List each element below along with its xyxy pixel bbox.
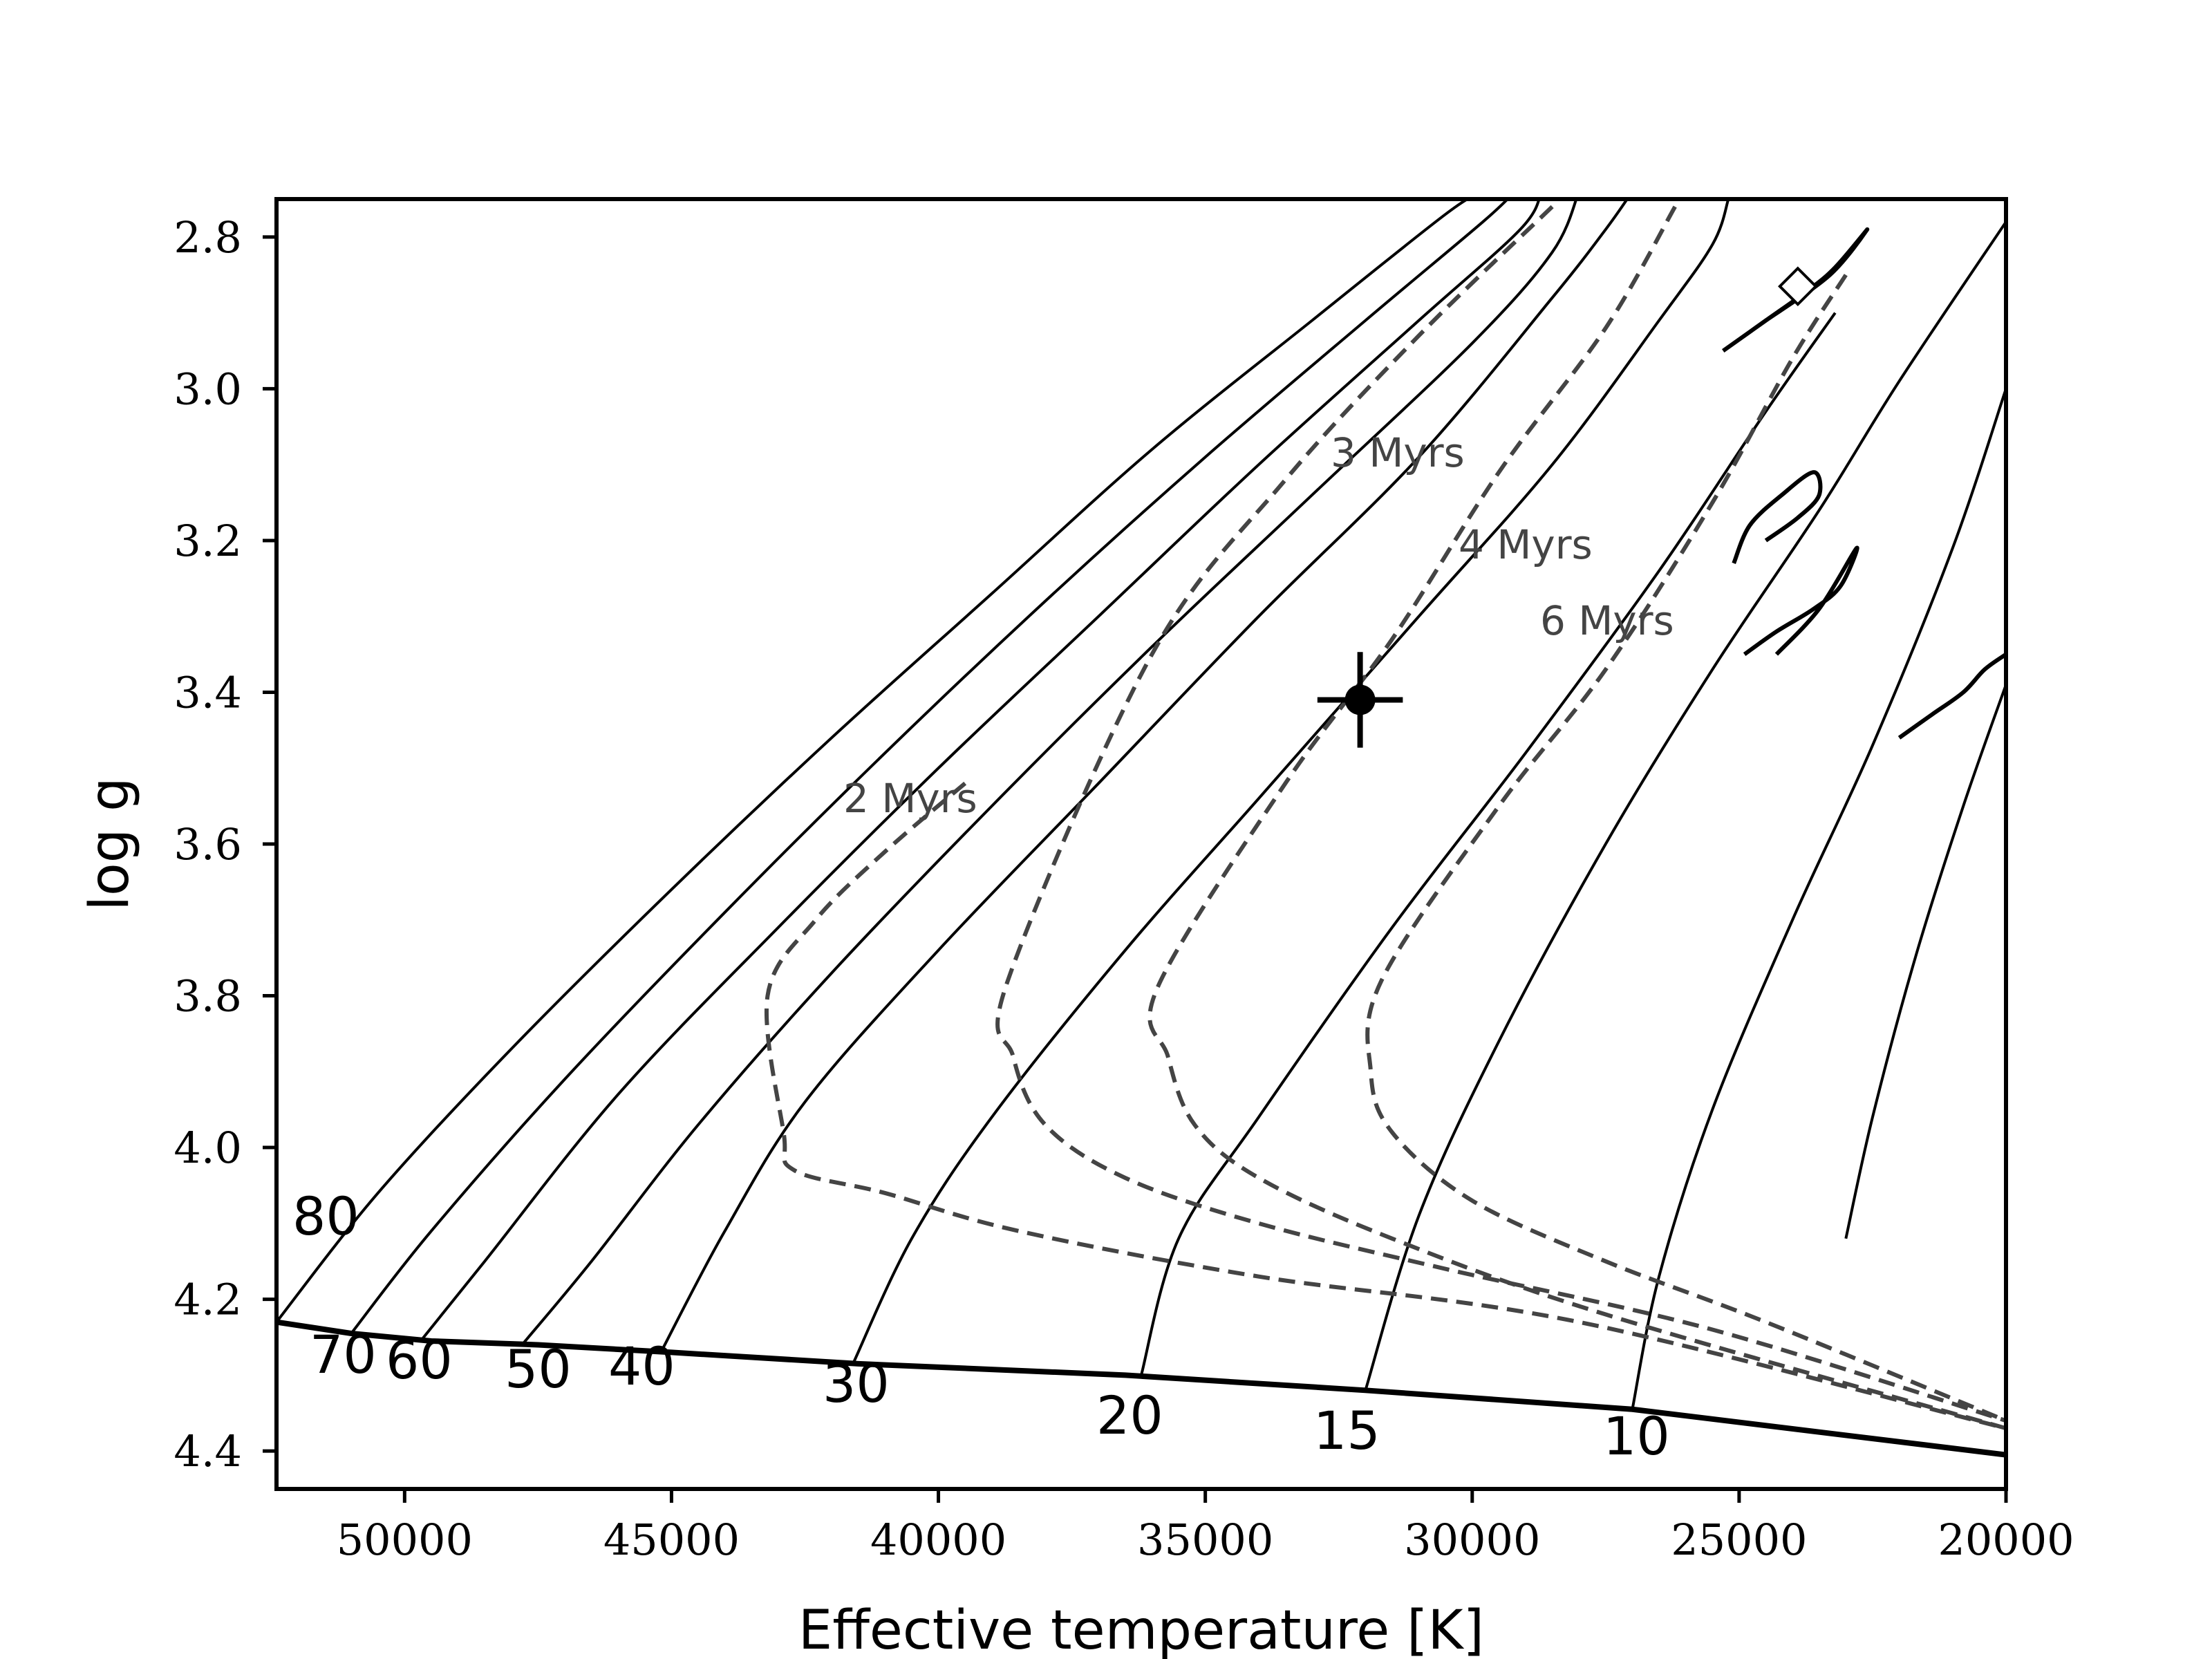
track-60-msun: [419, 199, 1541, 1342]
y-tick-label-4.0: 4.0: [174, 1123, 242, 1173]
x-tick-label-45000: 45000: [603, 1515, 740, 1565]
track-30-msun: [852, 199, 1730, 1365]
track-10-msun: [1631, 388, 2006, 1410]
y-tick-label-3.4: 3.4: [174, 667, 242, 718]
mass-label-10: 10: [1603, 1405, 1670, 1467]
blue-loop-1: [1721, 227, 1870, 353]
y-axis-label: log g: [79, 777, 141, 910]
isochrone-4-myrs: [1147, 205, 2006, 1431]
isochrone-label-4-myrs: 4 Myrs: [1459, 521, 1593, 568]
mass-label-60: 60: [386, 1329, 453, 1391]
isochrone-label-2-myrs: 2 Myrs: [843, 775, 977, 822]
y-tick-label-3.6: 3.6: [174, 819, 242, 870]
zams-line: [276, 1319, 2006, 1458]
isochrone-label-6-myrs: 6 Myrs: [1540, 597, 1674, 644]
x-axis-label: Effective temperature [K]: [798, 1600, 1484, 1659]
plot-frame: [274, 197, 2008, 1491]
curve-labels: 80 70 60 50 40 30 20 15 10 2 Myrs 3 Myrs 4 Myrs 6 My…: [292, 429, 1674, 1467]
y-tick-label-2.8: 2.8: [174, 212, 242, 263]
x-axis-ticks: 50000 45000 40000 35000 30000 25000 20000: [337, 1489, 2074, 1565]
mass-label-15: 15: [1313, 1400, 1380, 1461]
track-50-msun: [521, 199, 1578, 1346]
track-15-msun: [1364, 221, 2006, 1391]
y-tick-label-4.2: 4.2: [174, 1275, 242, 1325]
y-tick-label-3.8: 3.8: [174, 971, 242, 1022]
plot-body: [276, 199, 2006, 1458]
mass-label-50: 50: [505, 1338, 572, 1400]
y-tick-label-3.2: 3.2: [174, 516, 242, 566]
mass-label-20: 20: [1096, 1385, 1163, 1446]
blue-loop-4: [1897, 653, 2006, 740]
x-tick-label-30000: 30000: [1404, 1515, 1540, 1565]
x-tick-label-50000: 50000: [337, 1515, 473, 1565]
mass-label-70: 70: [310, 1324, 377, 1385]
blue-loop-2: [1732, 470, 1823, 565]
x-tick-label-35000: 35000: [1137, 1515, 1273, 1565]
track-40-msun: [659, 199, 1629, 1353]
track-extra-9: [1844, 684, 2006, 1239]
x-tick-label-20000: 20000: [1938, 1515, 2074, 1565]
y-axis-ticks: 2.8 3.0 3.2 3.4 3.6 3.8 4.0 4.2 4.4: [174, 212, 276, 1477]
y-tick-label-3.0: 3.0: [174, 364, 242, 414]
isochrone-label-3-myrs: 3 Myrs: [1331, 429, 1465, 476]
track-20-msun: [1140, 312, 1837, 1376]
track-80-msun: [276, 199, 1470, 1323]
track-70-msun: [350, 199, 1510, 1335]
mass-label-80: 80: [292, 1185, 359, 1247]
star-marker-diamond: [1778, 266, 1818, 307]
star-marker-circle: [1344, 684, 1376, 715]
x-tick-label-25000: 25000: [1671, 1515, 1807, 1565]
blue-loop-3: [1743, 545, 1859, 657]
isochrone-3-myrs: [995, 205, 2006, 1423]
mass-label-30: 30: [823, 1353, 890, 1414]
isochrone-6-myrs: [1365, 274, 2006, 1423]
isochrone-2-myrs: [764, 781, 2006, 1431]
x-tick-label-40000: 40000: [870, 1515, 1006, 1565]
mass-label-40: 40: [608, 1335, 675, 1397]
y-tick-label-4.4: 4.4: [174, 1426, 242, 1477]
